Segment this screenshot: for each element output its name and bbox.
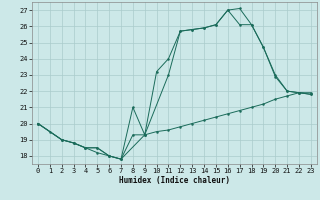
X-axis label: Humidex (Indice chaleur): Humidex (Indice chaleur) — [119, 176, 230, 185]
